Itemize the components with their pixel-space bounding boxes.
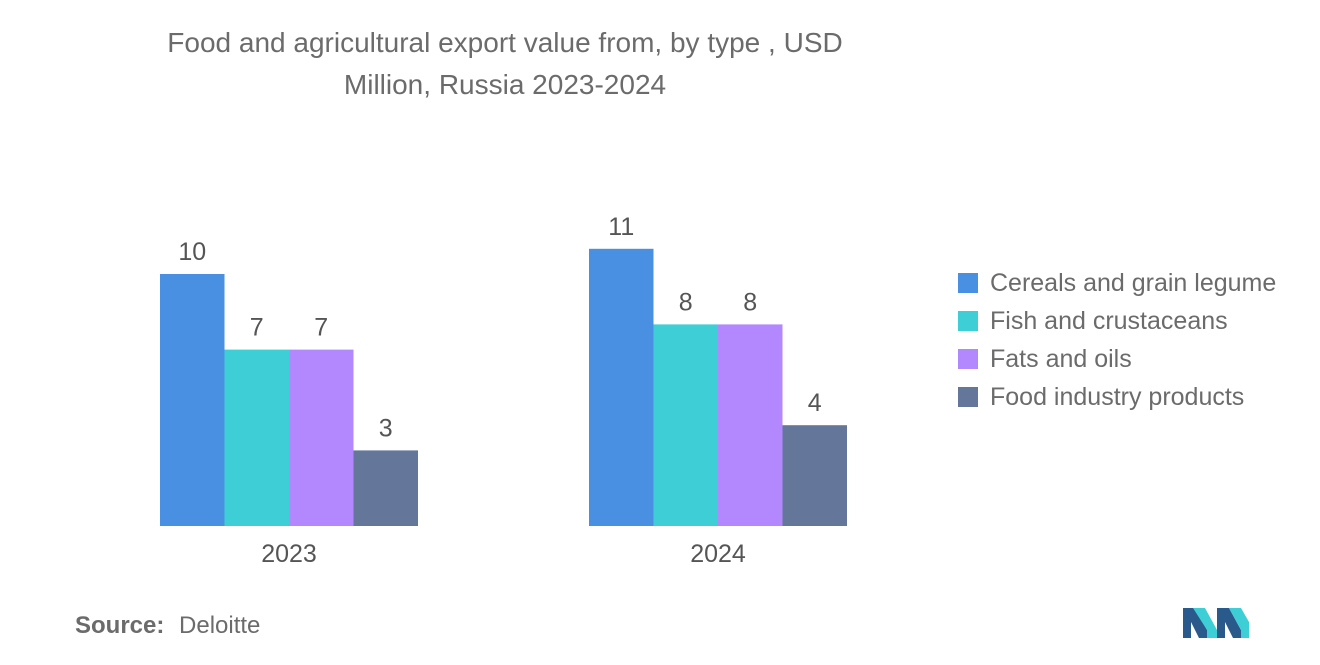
- legend-label: Fish and crustaceans: [990, 306, 1228, 335]
- source-label: Source:: [75, 612, 165, 639]
- bar-fats-and-oils-2024: [718, 324, 783, 526]
- legend-item-fish-and-crustaceans: Fish and crustaceans: [958, 302, 1276, 340]
- data-label-cereals-and-grain-legume-2023: 10: [178, 238, 206, 266]
- data-label-fats-and-oils-2024: 8: [743, 288, 757, 316]
- data-label-fish-and-crustaceans-2023: 7: [250, 314, 264, 342]
- data-label-fats-and-oils-2023: 7: [314, 314, 328, 342]
- bar-fish-and-crustaceans-2024: [653, 324, 718, 526]
- data-label-cereals-and-grain-legume-2024: 11: [608, 213, 634, 241]
- chart-title-line-1: Food and agricultural export value from,…: [167, 27, 843, 58]
- legend-item-cereals-and-grain-legume: Cereals and grain legume: [958, 264, 1276, 302]
- legend-swatch: [958, 311, 978, 331]
- legend-label: Fats and oils: [990, 344, 1132, 373]
- data-label-food-industry-products-2023: 3: [379, 414, 393, 442]
- legend-label: Food industry products: [990, 382, 1245, 411]
- chart-title-line-2: Million, Russia 2023-2024: [343, 69, 667, 100]
- bar-fats-and-oils-2023: [289, 349, 354, 526]
- legend-swatch: [958, 349, 978, 369]
- legend-label: Cereals and grain legume: [990, 268, 1277, 297]
- legend-swatch: [958, 387, 978, 407]
- data-label-food-industry-products-2024: 4: [808, 389, 822, 417]
- legend-item-fats-and-oils: Fats and oils: [958, 340, 1276, 378]
- bar-cereals-and-grain-legume-2023: [160, 274, 225, 526]
- legend-item-food-industry-products: Food industry products: [958, 378, 1276, 416]
- brand-logo-icon: [1183, 608, 1249, 638]
- chart-title: Food and agricultural export value from,…: [75, 22, 935, 106]
- x-tick-label-2023: 2023: [261, 540, 317, 568]
- bar-food-industry-products-2024: [782, 425, 847, 526]
- legend-swatch: [958, 273, 978, 293]
- bar-fish-and-crustaceans-2023: [224, 349, 289, 526]
- data-label-fish-and-crustaceans-2024: 8: [679, 288, 693, 316]
- source-note: Source: Deloitte: [75, 612, 260, 640]
- bar-cereals-and-grain-legume-2024: [589, 248, 654, 527]
- bar-food-industry-products-2023: [353, 450, 418, 526]
- source-value: Deloitte: [179, 612, 261, 639]
- chart-legend: Cereals and grain legume Fish and crustac…: [958, 264, 1276, 416]
- x-tick-label-2024: 2024: [690, 540, 746, 568]
